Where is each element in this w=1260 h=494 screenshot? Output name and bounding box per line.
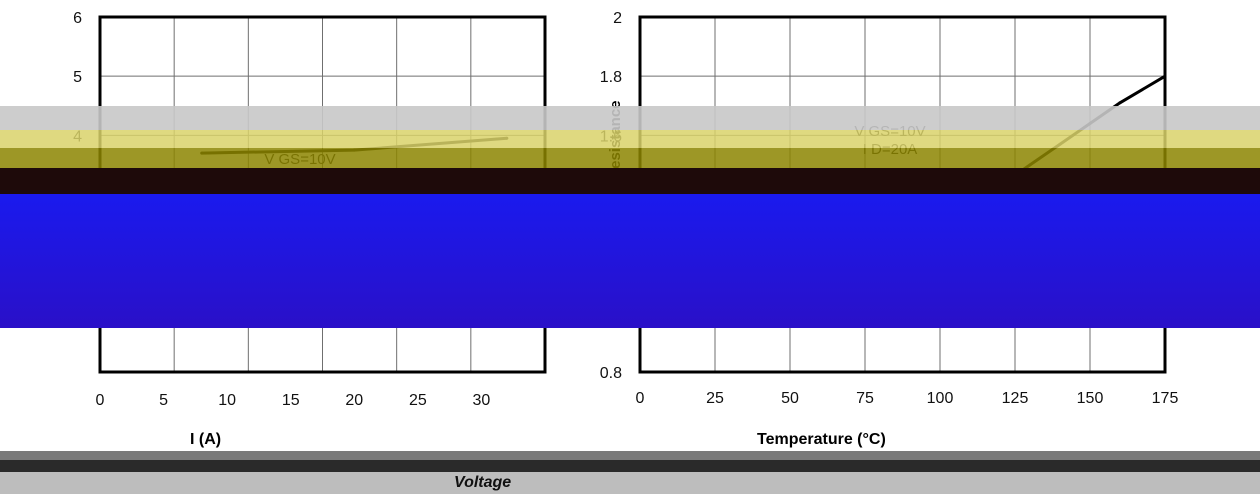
overlay-band-dark xyxy=(0,168,1260,194)
data-point xyxy=(1163,74,1167,78)
caption-band-mid xyxy=(0,460,1260,472)
x-tick-label: 20 xyxy=(345,392,363,409)
y-tick-label: 6 xyxy=(73,10,82,27)
overlay-band-gray xyxy=(0,106,1260,130)
overlay-band-blue xyxy=(0,194,1260,328)
y-tick-label: 0.8 xyxy=(600,365,622,382)
x-tick-label: 100 xyxy=(927,390,954,407)
x-tick-label: 15 xyxy=(282,392,300,409)
y-tick-label: 5 xyxy=(73,69,82,86)
bottom-label: Voltage xyxy=(454,474,512,491)
overlay-band-olive xyxy=(0,148,1260,168)
y-tick-label: 2 xyxy=(613,10,622,27)
x-tick-label: 25 xyxy=(409,392,427,409)
x-tick-label: 125 xyxy=(1002,390,1029,407)
x-tick-label: 0 xyxy=(636,390,645,407)
overlay-band-yellow xyxy=(0,130,1260,148)
x-tick-label: 30 xyxy=(473,392,491,409)
caption-band-top xyxy=(0,451,1260,460)
x-tick-label: 175 xyxy=(1152,390,1179,407)
x-tick-label: 0 xyxy=(96,392,105,409)
y-tick-label: 1.8 xyxy=(600,69,622,86)
x-tick-label: 50 xyxy=(781,390,799,407)
data-point xyxy=(1118,101,1122,105)
x-tick-label: 75 xyxy=(856,390,874,407)
x-axis-label: I (A) xyxy=(190,431,221,448)
x-axis-label: Temperature (°C) xyxy=(757,431,886,448)
x-tick-label: 10 xyxy=(218,392,236,409)
x-tick-label: 150 xyxy=(1077,390,1104,407)
caption-band-bottom xyxy=(0,472,1260,494)
x-tick-label: 5 xyxy=(159,392,168,409)
x-tick-label: 25 xyxy=(706,390,724,407)
